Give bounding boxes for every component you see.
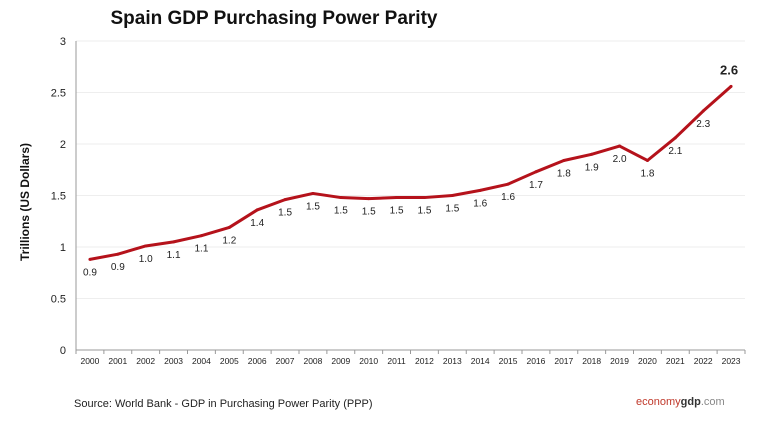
data-label: 1.4 <box>250 218 264 229</box>
x-tick-label: 2020 <box>638 356 657 366</box>
x-tick-label: 2014 <box>471 356 490 366</box>
data-point <box>172 240 176 244</box>
x-tick-label: 2008 <box>303 356 322 366</box>
x-tick-label: 2019 <box>610 356 629 366</box>
data-point <box>116 252 120 256</box>
data-point <box>673 136 677 140</box>
x-tick-label: 2018 <box>582 356 601 366</box>
data-label: 2.1 <box>668 146 682 157</box>
source-note: Source: World Bank - GDP in Purchasing P… <box>74 398 373 410</box>
data-label: 0.9 <box>83 267 97 278</box>
data-label: 2.6 <box>720 62 738 77</box>
data-point <box>199 234 203 238</box>
data-label: 1.2 <box>222 235 236 246</box>
x-tick-label: 2023 <box>722 356 741 366</box>
data-point <box>311 191 315 195</box>
data-point <box>339 196 343 200</box>
y-tick-label: 1 <box>60 242 66 254</box>
data-point <box>562 158 566 162</box>
x-tick-label: 2002 <box>136 356 155 366</box>
data-label: 1.5 <box>306 201 320 212</box>
data-point <box>645 158 649 162</box>
data-label: 1.0 <box>139 254 153 265</box>
y-tick-label: 0 <box>60 345 66 357</box>
data-point <box>478 188 482 192</box>
data-point <box>590 152 594 156</box>
x-tick-label: 2017 <box>554 356 573 366</box>
x-tick-label: 2010 <box>359 356 378 366</box>
chart-title: Spain GDP Purchasing Power Parity <box>110 8 438 29</box>
data-label: 1.5 <box>390 206 404 217</box>
data-point <box>255 208 259 212</box>
x-tick-label: 2007 <box>276 356 295 366</box>
data-point <box>144 244 148 248</box>
x-tick-label: 2022 <box>694 356 713 366</box>
x-tick-label: 2012 <box>415 356 434 366</box>
x-tick-label: 2009 <box>331 356 350 366</box>
data-label: 1.5 <box>362 207 376 218</box>
data-point <box>367 197 371 201</box>
x-tick-label: 2015 <box>499 356 518 366</box>
data-point <box>422 196 426 200</box>
data-label: 1.1 <box>194 244 208 255</box>
data-label: 1.6 <box>501 192 515 203</box>
data-point <box>227 225 231 229</box>
data-label: 1.8 <box>640 168 654 179</box>
brand-logo: economygdp.com <box>636 396 725 408</box>
x-tick-label: 2005 <box>220 356 239 366</box>
data-point <box>506 182 510 186</box>
data-label: 1.5 <box>417 206 431 217</box>
data-point <box>283 198 287 202</box>
data-label: 1.5 <box>445 204 459 215</box>
y-tick-label: 2 <box>60 139 66 151</box>
data-label: 1.6 <box>473 198 487 209</box>
data-point <box>395 196 399 200</box>
x-tick-label: 2021 <box>666 356 685 366</box>
data-label: 1.1 <box>167 250 181 261</box>
data-label: 1.5 <box>278 208 292 219</box>
y-tick-label: 0.5 <box>51 294 66 306</box>
y-tick-label: 3 <box>60 36 66 48</box>
data-label: 1.8 <box>557 168 571 179</box>
data-label: 1.9 <box>585 162 599 173</box>
x-tick-label: 2003 <box>164 356 183 366</box>
series-line <box>89 85 733 261</box>
data-label: 1.7 <box>529 180 543 191</box>
x-tick-label: 2016 <box>526 356 545 366</box>
data-label: 2.3 <box>696 119 710 130</box>
x-tick-label: 2000 <box>80 356 99 366</box>
data-label: 2.0 <box>613 154 627 165</box>
data-point <box>729 84 733 88</box>
y-tick-label: 2.5 <box>51 88 66 100</box>
x-tick-label: 2013 <box>443 356 462 366</box>
data-point <box>618 144 622 148</box>
data-label: 1.5 <box>334 206 348 217</box>
x-tick-label: 2006 <box>248 356 267 366</box>
x-tick-label: 2011 <box>387 356 406 366</box>
data-point <box>450 194 454 197</box>
x-tick-label: 2004 <box>192 356 211 366</box>
x-tick-label: 2001 <box>108 356 127 366</box>
y-tick-label: 1.5 <box>51 191 66 203</box>
data-label: 0.9 <box>111 262 125 273</box>
data-point <box>88 257 92 261</box>
data-point <box>534 170 538 174</box>
data-point <box>701 109 705 113</box>
